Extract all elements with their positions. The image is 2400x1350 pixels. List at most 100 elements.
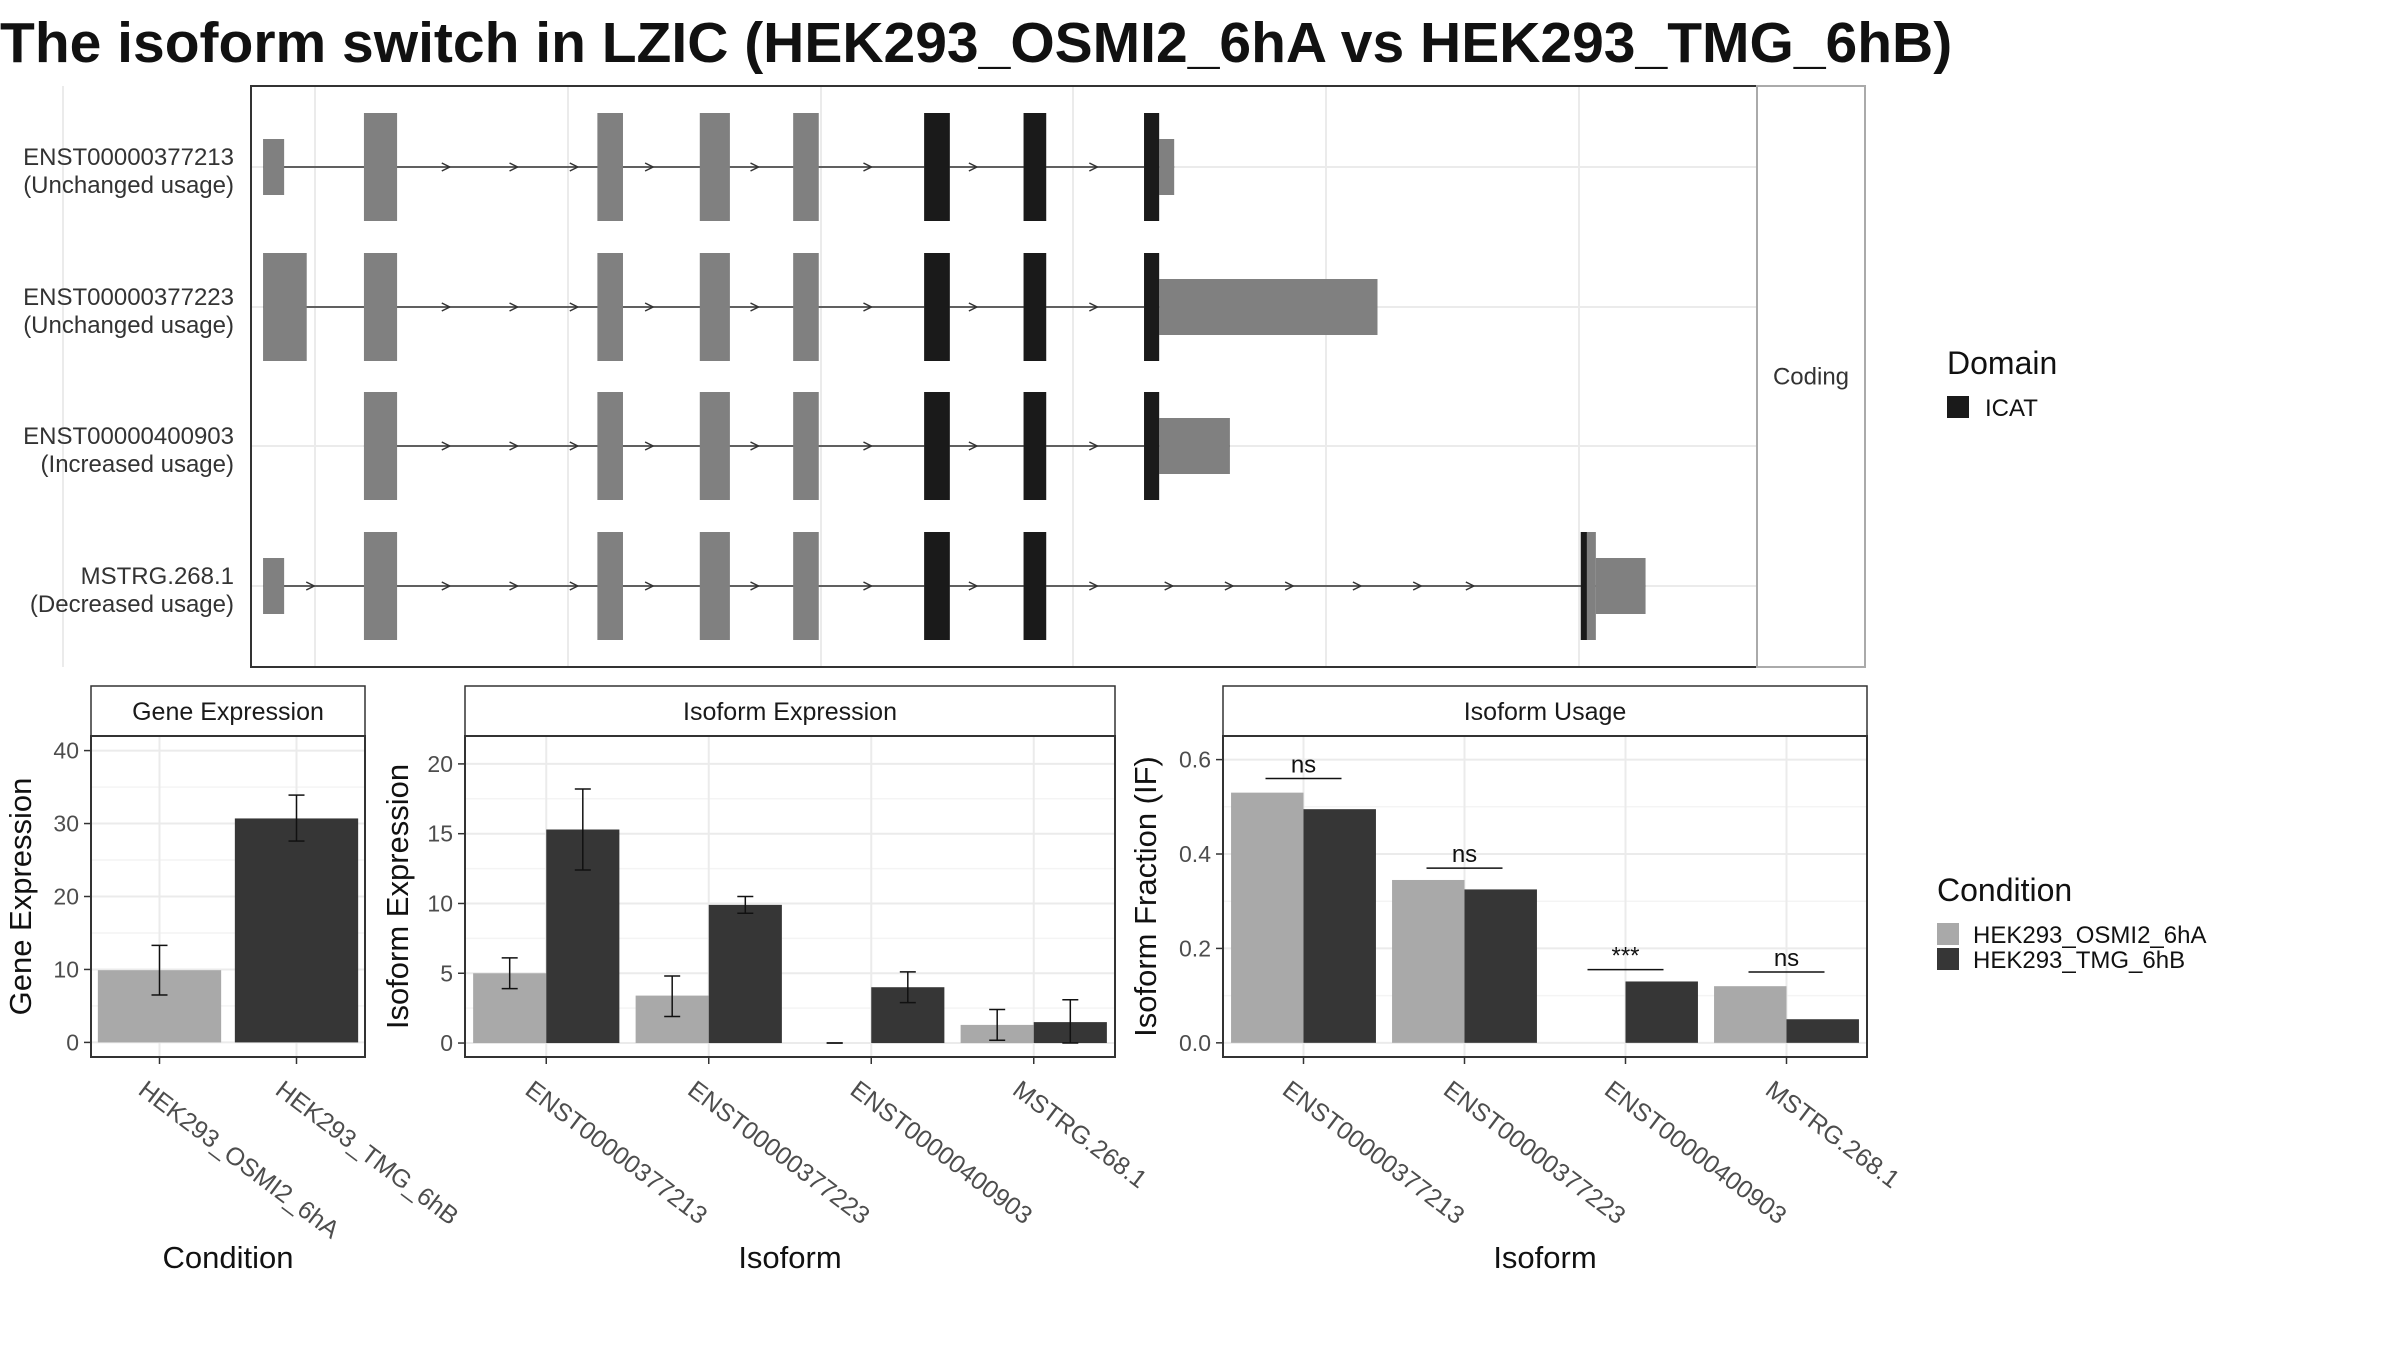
transcript-usage-label: (Unchanged usage)	[23, 172, 234, 199]
strand-arrow	[750, 581, 761, 591]
strand-arrow	[1089, 581, 1100, 591]
strand-arrow	[1224, 581, 1235, 591]
y-tick-label: 10	[427, 890, 453, 916]
bar	[1392, 879, 1465, 1043]
icat-domain	[1023, 113, 1047, 221]
strand-arrow	[968, 162, 979, 172]
strand-arrow	[863, 581, 874, 591]
y-tick-label: 15	[427, 821, 453, 847]
panel-title: Isoform Expression	[683, 698, 897, 726]
y-axis-title: Isoform Expression	[380, 764, 415, 1029]
condition-legend-title: Condition	[1937, 872, 2072, 908]
condition-legend-label: HEK293_OSMI2_6hA	[1973, 922, 2206, 949]
y-tick-label: 0.2	[1179, 935, 1211, 961]
bar	[1625, 981, 1698, 1043]
icat-domain	[1144, 113, 1160, 221]
icat-domain	[1023, 392, 1047, 500]
panel-title: Gene Expression	[132, 698, 324, 726]
strand-arrow	[441, 302, 452, 312]
coding-strip-label: Coding	[1773, 364, 1849, 391]
coding-strip	[1756, 85, 1866, 668]
transcript-id-label: ENST00000377223	[23, 284, 234, 311]
strand-arrow	[968, 581, 979, 591]
exon	[597, 532, 623, 640]
exon	[263, 139, 285, 195]
exon	[699, 253, 730, 361]
strand-arrow	[644, 581, 655, 591]
y-axis-title: Isoform Fraction (IF)	[1128, 756, 1163, 1037]
y-tick-label: 0.4	[1179, 841, 1211, 867]
exon	[793, 392, 819, 500]
significance-label: ns	[1452, 841, 1477, 868]
strand-arrow	[750, 441, 761, 451]
exon	[1595, 558, 1646, 614]
bar	[1786, 1019, 1859, 1043]
exon	[363, 113, 398, 221]
significance-label: ***	[1611, 943, 1639, 970]
transcript-row	[263, 253, 1378, 361]
strand-arrow	[509, 441, 520, 451]
strand-arrow	[863, 441, 874, 451]
bar	[708, 904, 782, 1044]
strand-arrow	[305, 581, 316, 591]
icat-domain	[1144, 253, 1160, 361]
bar	[234, 818, 359, 1043]
strand-arrow	[509, 581, 520, 591]
strand-arrow	[644, 162, 655, 172]
strand-arrow	[863, 302, 874, 312]
y-tick-label: 20	[53, 884, 79, 910]
icat-domain	[1023, 253, 1047, 361]
exon	[793, 532, 819, 640]
transcript-panel-background	[251, 86, 1757, 667]
icat-domain	[924, 253, 950, 361]
strand-arrow	[1089, 302, 1100, 312]
strand-arrow	[1089, 441, 1100, 451]
transcript-usage-label: (Unchanged usage)	[23, 312, 234, 339]
bar	[1303, 809, 1376, 1043]
strand-arrow	[1164, 581, 1175, 591]
x-axis-title: Isoform	[1493, 1240, 1596, 1275]
transcript-row	[363, 392, 1230, 500]
strand-arrow	[569, 162, 580, 172]
exon	[793, 253, 819, 361]
transcript-id-label: ENST00000377213	[23, 144, 234, 171]
exon	[699, 532, 730, 640]
exon	[699, 113, 730, 221]
strand-arrow	[441, 162, 452, 172]
strand-arrow	[1284, 581, 1295, 591]
transcript-structure-panel: ENST00000377213(Unchanged usage)ENST0000…	[23, 85, 1866, 668]
exon	[263, 558, 285, 614]
x-tick-label: MSTRG.268.1	[1008, 1075, 1152, 1194]
strand-arrow	[569, 441, 580, 451]
exon	[1159, 139, 1175, 195]
y-tick-label: 0.6	[1179, 747, 1211, 773]
strand-arrow	[441, 441, 452, 451]
exon	[363, 532, 398, 640]
isoform-expression-panel: Isoform Expression 0 5 10 15 20 ENST0000037721…	[380, 685, 1152, 1275]
domain-legend-swatch	[1947, 396, 1969, 418]
y-tick-label: 30	[53, 811, 79, 837]
strand-arrow	[968, 302, 979, 312]
domain-legend-label: ICAT	[1985, 395, 2038, 422]
transcript-id-label: ENST00000400903	[23, 423, 234, 450]
y-tick-label: 20	[427, 751, 453, 777]
strand-arrow	[441, 581, 452, 591]
bar	[1714, 986, 1787, 1043]
icat-domain	[924, 113, 950, 221]
strand-arrow	[1352, 581, 1363, 591]
x-tick-label: MSTRG.268.1	[1760, 1075, 1904, 1194]
page-title: The isoform switch in LZIC (HEK293_OSMI2…	[0, 11, 1953, 75]
y-tick-label: 40	[53, 738, 79, 764]
plot-border	[464, 735, 1116, 1058]
exon	[263, 253, 307, 361]
exon	[793, 113, 819, 221]
y-axis-title: Gene Expression	[3, 778, 38, 1016]
y-tick-label: 5	[440, 960, 453, 986]
domain-legend: Domain ICAT	[1947, 345, 2057, 422]
exon	[1159, 279, 1378, 335]
icat-domain	[1580, 532, 1587, 640]
panel-title-strip	[464, 685, 1116, 737]
strand-arrow	[750, 302, 761, 312]
